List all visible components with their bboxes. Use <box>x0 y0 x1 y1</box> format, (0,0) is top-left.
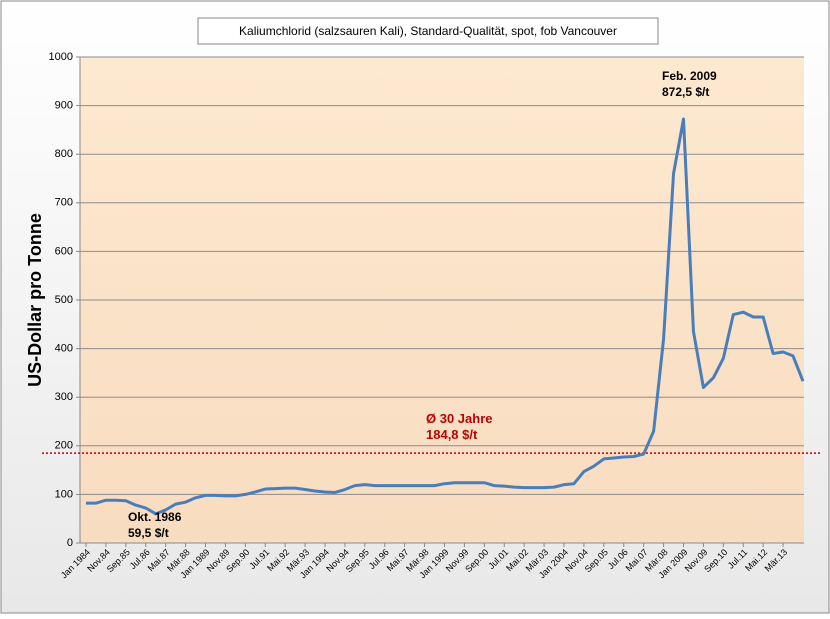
y-tick-label: 900 <box>55 100 73 112</box>
y-tick-label: 200 <box>55 440 73 452</box>
y-tick-label: 800 <box>55 148 73 160</box>
y-tick-label: 100 <box>55 488 73 500</box>
annotation: 872,5 $/t <box>662 85 709 99</box>
annotation: Feb. 2009 <box>662 69 717 83</box>
y-tick-label: 400 <box>55 343 73 355</box>
chart-title: Kaliumchlorid (salzsauren Kali), Standar… <box>239 24 617 38</box>
y-tick-label: 300 <box>55 391 73 403</box>
title-box <box>197 17 659 45</box>
average-label: Ø 30 Jahre <box>426 411 493 426</box>
y-tick-label: 700 <box>55 197 73 209</box>
annotation: Okt. 1986 <box>128 510 182 524</box>
y-tick-label: 1000 <box>49 51 73 63</box>
data-line <box>86 117 805 516</box>
y-tick-label: 600 <box>55 245 73 257</box>
y-tick-label: 0 <box>67 537 73 549</box>
y-axis-label: US-Dollar pro Tonne <box>25 213 45 387</box>
average-label: 184,8 $/t <box>426 427 478 442</box>
y-tick-label: 500 <box>55 294 73 306</box>
annotation: 59,5 $/t <box>128 526 169 540</box>
